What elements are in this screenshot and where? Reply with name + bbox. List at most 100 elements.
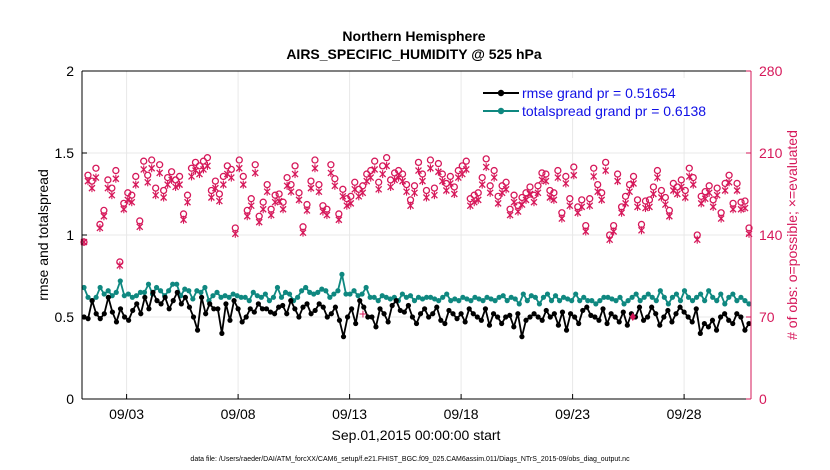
totalspread-point [347,291,353,297]
totalspread-point [685,294,692,300]
obs-evaluated-point [291,170,299,179]
obs-possible-point [112,166,120,175]
obs-evaluated-point [311,164,319,173]
rmse-point [717,314,724,320]
totalspread-point [609,296,615,302]
rmse-point [426,314,432,320]
totalspread-point [649,294,655,300]
obs-possible-point [697,192,705,200]
rmse-point [316,301,322,307]
totalspread-point [145,281,152,287]
totalspread-point [383,294,389,300]
totalspread-point [399,291,405,297]
obs-possible-point [641,197,650,205]
rmse-point [166,306,172,312]
obs-evaluated-point [387,182,395,191]
rmse-point [105,294,111,300]
obs-possible-point [446,172,454,181]
rmse-point [422,306,428,312]
rmse-point [397,307,403,314]
rmse-point [190,314,197,320]
rmse-point [701,320,707,327]
totalspread-point [230,291,236,297]
y-tick-label-right: 140 [759,227,783,243]
obs-possible-point [586,195,594,203]
totalspread-point [141,289,148,295]
obs-possible-point [195,162,204,170]
obs-evaluated-point [466,201,474,210]
totalspread-point [444,291,450,297]
obs-evaluated-point [283,181,291,190]
totalspread-point [182,286,188,292]
obs-evaluated-point [327,168,335,177]
totalspread-point [85,294,91,300]
obs-evaluated-point [610,227,618,236]
totalspread-point [653,298,659,304]
totalspread-point [710,294,716,300]
rmse-point [312,307,318,314]
obs-evaluated-point [88,184,96,193]
obs-possible-point [562,172,570,181]
obs-possible-point [307,177,315,185]
totalspread-point [613,298,619,304]
totalspread-point [516,301,522,307]
obs-possible-point [159,186,168,195]
rmse-point [271,311,278,317]
rmse-point [138,311,144,317]
obs-evaluated-point [299,228,307,237]
rmse-point [251,309,257,315]
rmse-point [340,334,347,340]
obs-possible-point [259,198,267,206]
rmse-point [511,324,517,330]
obs-evaluated-point [701,194,709,203]
obs-possible-point [490,166,498,175]
obs-possible-point [410,182,419,190]
obs-evaluated-point [124,195,132,204]
obs-possible-point [462,157,470,165]
rmse-point [474,314,480,320]
rmse-point [559,309,566,315]
obs-evaluated-point [359,188,367,197]
obs-possible-point [203,154,212,162]
totalspread-point [117,278,123,284]
obs-evaluated-point [315,187,323,196]
totalspread-point [722,301,728,307]
totalspread-point [371,294,377,300]
rmse-point [499,320,505,327]
obs-evaluated-point [681,193,689,202]
rmse-point [304,301,310,307]
obs-evaluated-point [534,188,542,197]
totalspread-point [673,291,680,297]
obs-evaluated-point [279,205,287,214]
obs-evaluated-point [685,172,693,181]
obs-evaluated-point [649,190,657,198]
obs-possible-point [454,166,462,175]
totalspread-point [476,296,482,302]
totalspread-point [645,291,651,297]
totalspread-point [105,288,111,294]
obs-evaluated-point [411,188,418,197]
totalspread-point [585,298,591,304]
totalspread-point [629,294,635,300]
totalspread-point [198,289,204,295]
obs-evaluated-point [502,185,510,194]
rmse-point [215,306,221,312]
totalspread-point [532,294,538,300]
obs-possible-point [713,184,721,192]
rmse-point [288,298,294,304]
x-tick-label: 09/23 [555,406,590,422]
totalspread-point [133,293,140,299]
rmse-point [742,327,748,333]
obs-evaluated-point [486,188,494,197]
rmse-point [93,311,99,317]
annotation-mark: ♦ [629,308,636,324]
obs-evaluated-point [371,165,379,174]
obs-evaluated-point [630,179,637,188]
rmse-point [377,306,383,312]
rmse-point [746,320,752,327]
rmse-point [458,311,464,317]
totalspread-point [331,291,337,297]
obs-evaluated-point [104,184,112,193]
rmse-point [490,311,497,317]
rmse-point [385,319,391,325]
